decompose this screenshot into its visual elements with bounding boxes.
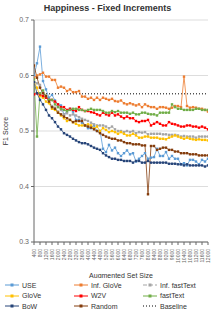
svg-text:8400: 8400 [151,249,157,261]
html-text:USE: USE [22,281,37,289]
svg-text:2800: 2800 [67,249,73,261]
svg-text:1600: 1600 [49,249,55,261]
svg-text:0.7: 0.7 [19,16,29,23]
svg-text:11600: 11600 [199,249,205,263]
html-text:Inf. GloVe: Inf. GloVe [91,281,122,289]
svg-text:10800: 10800 [187,249,193,263]
svg-text:8000: 8000 [145,249,151,261]
svg-text:4400: 4400 [91,249,97,261]
svg-text:12000: 12000 [205,249,207,263]
svg-text:10400: 10400 [181,249,187,263]
html-text:BoW: BoW [22,302,38,310]
svg-text:9600: 9600 [169,249,175,261]
svg-text:7600: 7600 [139,249,145,261]
svg-text:2000: 2000 [55,249,61,261]
svg-text:4800: 4800 [97,249,103,261]
html-text:fastText: fastText [160,292,185,300]
svg-text:4000: 4000 [85,249,91,261]
svg-text:6400: 6400 [121,249,127,261]
svg-text:6800: 6800 [127,249,133,261]
svg-text:0.5: 0.5 [19,127,29,134]
html-text:Inf. fastText: Inf. fastText [160,281,196,289]
html-text:GloVe: GloVe [22,292,42,300]
svg-text:11200: 11200 [193,249,199,263]
svg-text:1200: 1200 [43,249,49,261]
svg-text:5600: 5600 [109,249,115,261]
svg-text:8800: 8800 [157,249,163,261]
svg-text:400: 400 [31,249,37,258]
svg-text:0.4: 0.4 [19,183,29,190]
svg-text:7200: 7200 [133,249,139,261]
svg-text:3200: 3200 [73,249,79,261]
svg-text:6000: 6000 [115,249,121,261]
svg-text:0.6: 0.6 [19,72,29,79]
html-text:Baseline: Baseline [160,302,187,310]
svg-text:9200: 9200 [163,249,169,261]
html-text:W2V: W2V [91,292,107,300]
svg-text:800: 800 [37,249,43,258]
svg-text:10000: 10000 [175,249,181,263]
svg-text:F1 Score: F1 Score [8,117,9,146]
html-text:Happiness - Fixed Increments: Happiness - Fixed Increments [43,3,172,13]
svg-text:0.3: 0.3 [19,238,29,245]
svg-text:2400: 2400 [61,249,67,261]
svg-text:5200: 5200 [103,249,109,261]
html-text:Random: Random [91,302,118,310]
svg-text:Augmented Set Size: Augmented Set Size [89,272,153,278]
svg-text:3600: 3600 [79,249,85,261]
